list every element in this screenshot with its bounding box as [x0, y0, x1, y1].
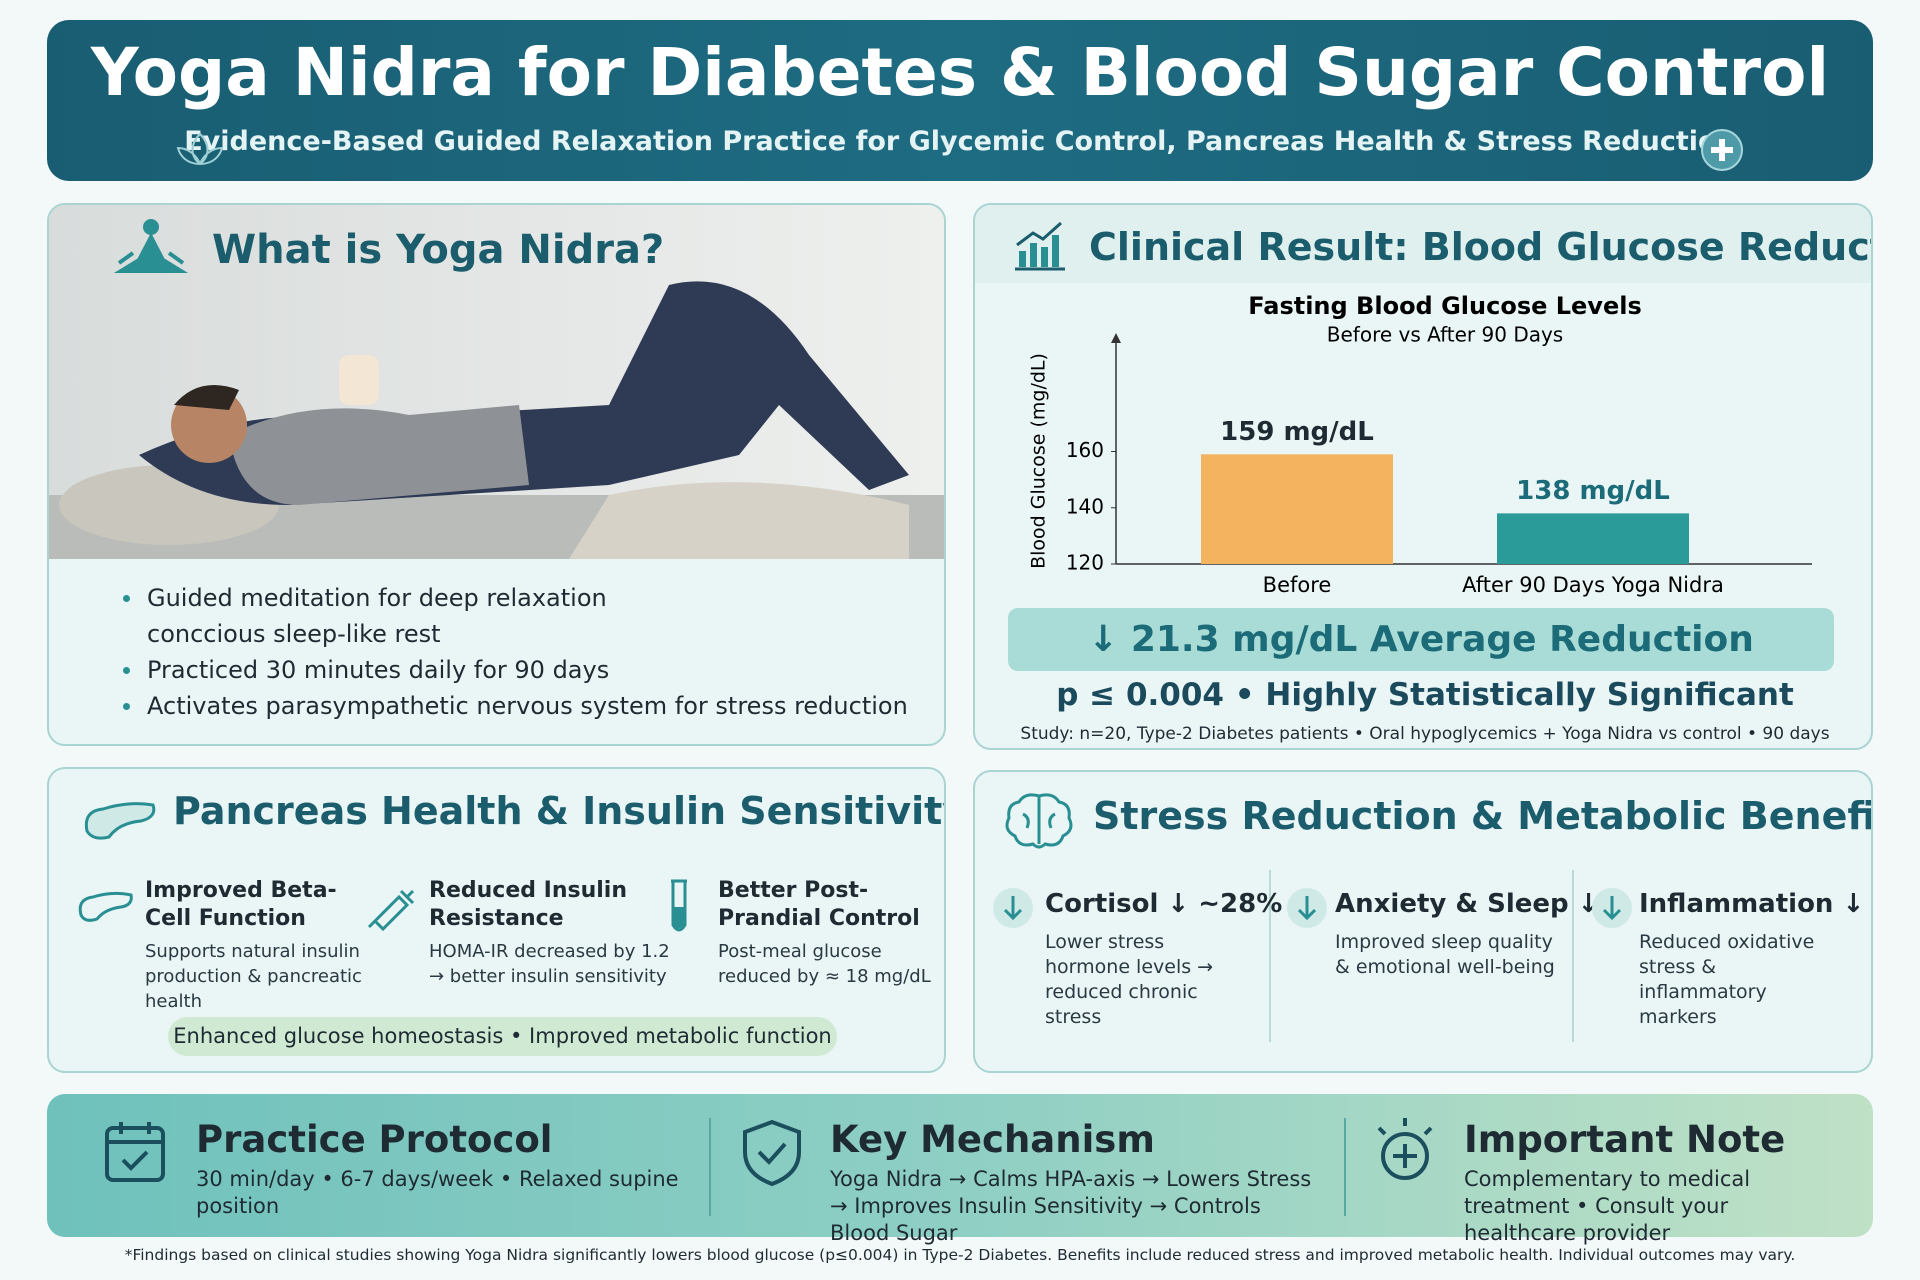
summary-pill: Enhanced glucose homeostasis • Improved … — [168, 1017, 837, 1056]
pancreas-icon — [84, 802, 156, 840]
reduction-banner: ↓ 21.3 mg/dL Average Reduction — [1008, 608, 1834, 671]
brain-icon — [1005, 793, 1073, 849]
item-desc: Lower stress hormone levels → reduced ch… — [1045, 931, 1214, 1028]
bar — [1201, 454, 1393, 564]
item-title: Better Post-Prandial Control — [718, 878, 920, 931]
bullet-list: Guided meditation for deep relaxation co… — [123, 580, 908, 724]
calendar-icon — [105, 1122, 165, 1182]
item-desc: Reduced oxidative stress & inflammatory … — [1639, 931, 1815, 1028]
stress-panel: Stress Reduction & Metabolic Benefits Co… — [973, 770, 1873, 1073]
panel-header — [975, 205, 1871, 283]
divider — [1269, 870, 1271, 1042]
chart-subtitle: Before vs After 90 Days — [1327, 323, 1563, 347]
down-icon — [1592, 888, 1632, 928]
bottom-text: Yoga Nidra → Calms HPA-axis → Lowers Str… — [830, 1167, 1312, 1245]
y-tick-label: 140 — [1066, 494, 1104, 518]
item-title: Inflammation ↓ — [1639, 889, 1865, 919]
relaxation-photo — [49, 205, 944, 559]
y-axis-arrow — [1111, 333, 1121, 343]
bullet: Activates parasympathetic nervous system… — [123, 688, 908, 724]
item-desc: Post-meal glucose reduced by ≈ 18 mg/dL — [718, 941, 931, 987]
medical-icon — [1377, 1118, 1433, 1180]
header: Yoga Nidra for Diabetes & Blood Sugar Co… — [47, 20, 1873, 181]
syringe-icon — [367, 889, 415, 932]
divider — [709, 1118, 711, 1216]
bottom-title: Important Note — [1464, 1118, 1786, 1161]
bottom-band: Practice Protocol 30 min/day • 6-7 days/… — [47, 1094, 1873, 1245]
panel-title: Clinical Result: Blood Glucose Reduction — [1089, 225, 1873, 269]
item-title: Anxiety & Sleep ↓ — [1335, 889, 1600, 919]
subtitle: Evidence-Based Guided Relaxation Practic… — [184, 126, 1736, 157]
bottom-title: Key Mechanism — [830, 1118, 1155, 1161]
study-note: Study: n=20, Type-2 Diabetes patients • … — [1020, 724, 1830, 744]
panel-title: Pancreas Health & Insulin Sensitivity — [173, 789, 946, 833]
bar — [1497, 513, 1689, 564]
x-tick-label: After 90 Days Yoga Nidra — [1462, 573, 1724, 597]
item-title: Improved Beta-Cell Function — [145, 878, 337, 931]
chart-title: Fasting Blood Glucose Levels — [1248, 292, 1641, 320]
lotus-icon — [176, 132, 224, 166]
y-tick-label: 120 — [1066, 551, 1104, 575]
y-tick-label: 160 — [1066, 438, 1104, 462]
divider — [1572, 870, 1574, 1042]
bullet: Practiced 30 minutes daily for 90 days — [123, 652, 908, 688]
bottom-title: Practice Protocol — [196, 1118, 553, 1161]
bottom-text: 30 min/day • 6-7 days/week • Relaxed sup… — [196, 1167, 679, 1218]
chart-icon — [1015, 221, 1065, 271]
item-desc: Supports natural insulin production & pa… — [145, 941, 362, 1012]
shield-icon — [743, 1119, 801, 1187]
bar-chart: Fasting Blood Glucose Levels Before vs A… — [1028, 292, 1812, 597]
test-tube-icon — [671, 879, 687, 932]
panel-title: What is Yoga Nidra? — [212, 227, 665, 273]
down-icon — [993, 888, 1033, 928]
bullet: Guided meditation for deep relaxation co… — [123, 580, 617, 652]
main-title: Yoga Nidra for Diabetes & Blood Sugar Co… — [90, 34, 1830, 111]
significance: p ≤ 0.004 • Highly Statistically Signifi… — [1056, 677, 1794, 713]
value-label: 159 mg/dL — [1220, 417, 1374, 447]
what-is-panel: What is Yoga Nidra? Guided meditation fo… — [47, 203, 946, 746]
item-desc: HOMA-IR decreased by 1.2 → better insuli… — [429, 941, 670, 987]
footnote: *Findings based on clinical studies show… — [124, 1246, 1796, 1264]
plus-icon — [1701, 129, 1743, 171]
pancreas-small-icon — [78, 891, 133, 922]
pancreas-panel: Pancreas Health & Insulin Sensitivity Im… — [47, 767, 946, 1073]
down-icon — [1287, 888, 1327, 928]
item-title: Cortisol ↓ ~28% — [1045, 889, 1283, 919]
item-desc: Improved sleep quality & emotional well-… — [1335, 931, 1555, 978]
bottom-text: Complementary to medical treatment • Con… — [1464, 1167, 1751, 1245]
divider — [1344, 1118, 1346, 1216]
item-title: Reduced Insulin Resistance — [429, 878, 627, 931]
value-label: 138 mg/dL — [1516, 476, 1670, 506]
panel-title: Stress Reduction & Metabolic Benefits — [1093, 794, 1873, 838]
clinical-panel: Clinical Result: Blood Glucose Reduction… — [973, 203, 1873, 750]
x-tick-label: Before — [1263, 573, 1332, 597]
meditation-icon — [113, 219, 189, 273]
y-axis-label: Blood Glucose (mg/dL) — [1028, 353, 1050, 569]
